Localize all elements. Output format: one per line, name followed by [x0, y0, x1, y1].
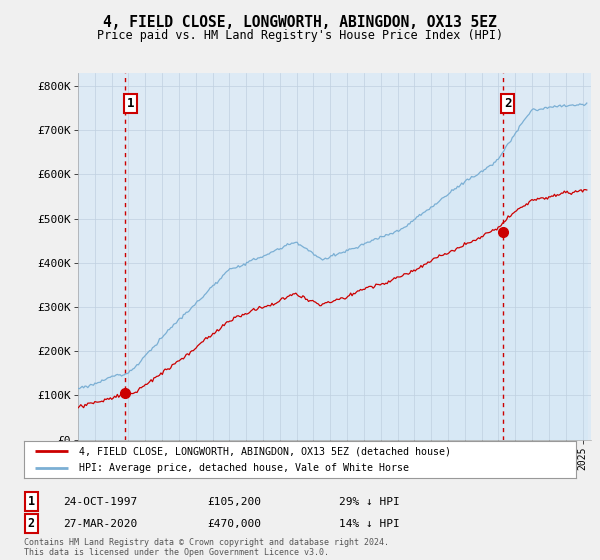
Text: 4, FIELD CLOSE, LONGWORTH, ABINGDON, OX13 5EZ: 4, FIELD CLOSE, LONGWORTH, ABINGDON, OX1… — [103, 15, 497, 30]
Text: 29% ↓ HPI: 29% ↓ HPI — [339, 497, 400, 507]
Text: HPI: Average price, detached house, Vale of White Horse: HPI: Average price, detached house, Vale… — [79, 463, 409, 473]
Text: £470,000: £470,000 — [207, 519, 261, 529]
Text: 24-OCT-1997: 24-OCT-1997 — [63, 497, 137, 507]
Text: 1: 1 — [28, 495, 35, 508]
Text: Price paid vs. HM Land Registry's House Price Index (HPI): Price paid vs. HM Land Registry's House … — [97, 29, 503, 42]
Text: 4, FIELD CLOSE, LONGWORTH, ABINGDON, OX13 5EZ (detached house): 4, FIELD CLOSE, LONGWORTH, ABINGDON, OX1… — [79, 446, 451, 456]
Text: £105,200: £105,200 — [207, 497, 261, 507]
Text: 2: 2 — [28, 517, 35, 530]
Text: 27-MAR-2020: 27-MAR-2020 — [63, 519, 137, 529]
Text: Contains HM Land Registry data © Crown copyright and database right 2024.
This d: Contains HM Land Registry data © Crown c… — [24, 538, 389, 557]
Text: 1: 1 — [127, 97, 134, 110]
Text: 14% ↓ HPI: 14% ↓ HPI — [339, 519, 400, 529]
Text: 2: 2 — [504, 97, 511, 110]
